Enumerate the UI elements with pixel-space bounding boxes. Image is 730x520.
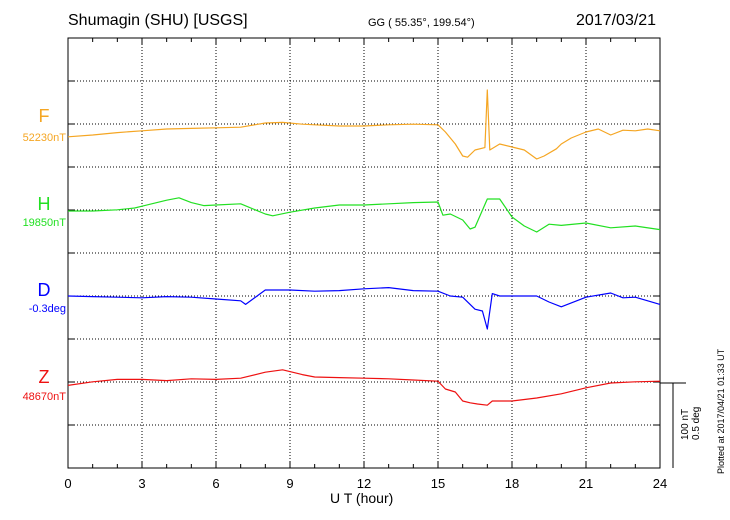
series-line-z [67,369,661,406]
x-tick-label: 18 [505,476,519,491]
channel-label-f: F [38,106,50,126]
scale-bar-label: 100 nT 0.5 deg [680,406,702,440]
plot-date: 2017/03/21 [576,12,657,29]
series-line-f [67,89,661,160]
channel-baseline-d: -0.3deg [28,303,66,315]
plotted-timestamp: Plotted at 2017/04/21 01:33 UT [716,348,726,474]
series-line-d [67,287,661,330]
x-tick-label: 3 [138,476,145,491]
grid-lines [68,38,660,468]
x-tick-label: 15 [431,476,445,491]
x-tick-label: 6 [212,476,219,491]
station-title: Shumagin (SHU) [USGS] [68,12,248,29]
channel-label-z: Z [38,367,50,387]
series-group [67,89,661,406]
station-coordinates: GG ( 55.35°, 199.54°) [368,17,475,29]
scale-bar [660,382,686,468]
channel-label-h: H [37,194,51,214]
x-tick-label: 9 [286,476,293,491]
x-tick-label: 12 [357,476,371,491]
channel-baseline-f: 52230nT [22,132,66,144]
x-axis-ticks: 0 3 6 9 12 15 18 21 24 [64,38,667,491]
channel-label-d: D [37,280,51,300]
channel-baseline-z: 48670nT [22,391,66,403]
x-tick-label: 0 [64,476,71,491]
x-axis-title: U T (hour) [330,490,394,506]
series-line-h [68,197,661,233]
channel-baseline-h: 19850nT [22,217,66,229]
x-tick-label: 24 [653,476,667,491]
plot-frame [67,37,661,469]
x-tick-label: 21 [579,476,593,491]
